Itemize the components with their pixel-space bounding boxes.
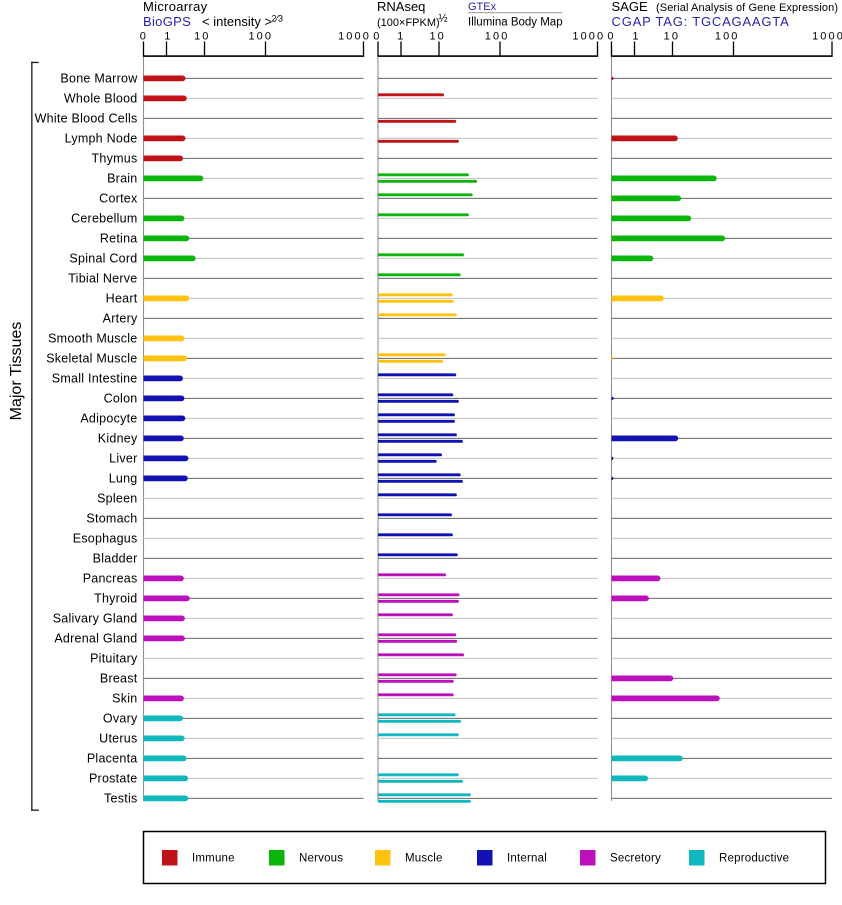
svg-text:Uterus: Uterus [99, 732, 137, 746]
svg-text:Spinal Cord: Spinal Cord [69, 252, 137, 266]
svg-text:100: 100 [715, 31, 740, 43]
svg-text:Pancreas: Pancreas [83, 572, 138, 586]
svg-text:RNAseq: RNAseq [377, 0, 425, 14]
svg-text:0: 0 [140, 31, 148, 43]
svg-text:Bladder: Bladder [93, 552, 138, 566]
svg-text:Lung: Lung [109, 472, 138, 486]
svg-text:Microarray: Microarray [143, 0, 208, 14]
svg-text:0: 0 [607, 31, 615, 43]
svg-text:Thymus: Thymus [92, 152, 138, 166]
svg-text:Spleen: Spleen [97, 492, 137, 506]
svg-text:1000: 1000 [338, 31, 371, 43]
svg-text:Tibial Nerve: Tibial Nerve [68, 272, 137, 286]
svg-text:CGAP TAG: TGCAGAAGTA: CGAP TAG: TGCAGAAGTA [612, 14, 790, 29]
svg-text:Nervous: Nervous [299, 853, 343, 865]
svg-text:10: 10 [194, 31, 210, 43]
svg-text:Adrenal Gland: Adrenal Gland [54, 632, 137, 646]
svg-text:Bone Marrow: Bone Marrow [60, 72, 138, 86]
svg-text:100: 100 [248, 31, 273, 43]
svg-text:2⁄3: 2⁄3 [272, 13, 284, 23]
svg-text:Secretory: Secretory [610, 853, 661, 865]
svg-text:Salivary Gland: Salivary Gland [53, 612, 138, 626]
svg-text:Whole Blood: Whole Blood [64, 92, 138, 106]
svg-text:(100×FPKM): (100×FPKM) [377, 17, 440, 29]
svg-text:Reproductive: Reproductive [719, 853, 789, 865]
svg-text:Cortex: Cortex [99, 192, 138, 206]
svg-text:Thyroid: Thyroid [94, 592, 137, 606]
svg-text:Major Tissues: Major Tissues [8, 322, 25, 421]
svg-text:Retina: Retina [100, 232, 138, 246]
svg-text:Immune: Immune [192, 853, 235, 865]
svg-text:100: 100 [485, 31, 510, 43]
svg-text:1: 1 [397, 31, 405, 43]
svg-text:Kidney: Kidney [98, 432, 138, 446]
svg-text:Prostate: Prostate [89, 772, 138, 786]
svg-text:Illumina Body Map: Illumina Body Map [468, 17, 563, 29]
svg-text:(Serial Analysis of Gene Expre: (Serial Analysis of Gene Expression) [656, 2, 838, 14]
svg-text:Internal: Internal [507, 853, 547, 865]
svg-text:Colon: Colon [104, 392, 138, 406]
svg-text:BioGPS: BioGPS [143, 14, 191, 29]
svg-text:10: 10 [429, 31, 445, 43]
svg-text:Brain: Brain [107, 172, 137, 186]
svg-text:1: 1 [632, 31, 640, 43]
svg-text:Pituitary: Pituitary [90, 652, 138, 666]
svg-text:< intensity >: < intensity > [202, 14, 272, 29]
svg-text:Skeletal Muscle: Skeletal Muscle [46, 352, 137, 366]
svg-text:Testis: Testis [104, 792, 137, 806]
svg-text:Esophagus: Esophagus [73, 532, 138, 546]
svg-text:Placenta: Placenta [87, 752, 138, 766]
svg-text:10: 10 [664, 31, 680, 43]
svg-text:Artery: Artery [103, 312, 138, 326]
svg-text:Cerebellum: Cerebellum [71, 212, 137, 226]
svg-text:White Blood Cells: White Blood Cells [35, 112, 138, 126]
svg-text:Small Intestine: Small Intestine [52, 372, 138, 386]
svg-text:Ovary: Ovary [103, 712, 138, 726]
svg-text:SAGE: SAGE [612, 0, 648, 14]
svg-text:Breast: Breast [100, 672, 138, 686]
svg-text:1000: 1000 [812, 31, 842, 43]
svg-text:½: ½ [439, 12, 448, 24]
svg-text:Muscle: Muscle [405, 853, 443, 865]
svg-text:Heart: Heart [106, 292, 138, 306]
svg-text:Lymph Node: Lymph Node [65, 132, 138, 146]
svg-text:1: 1 [164, 31, 172, 43]
svg-text:Adipocyte: Adipocyte [80, 412, 137, 426]
svg-text:GTEx: GTEx [468, 1, 497, 13]
svg-text:0: 0 [373, 31, 381, 43]
svg-text:Smooth Muscle: Smooth Muscle [48, 332, 137, 346]
svg-text:Liver: Liver [109, 452, 137, 466]
svg-text:Skin: Skin [112, 692, 137, 706]
svg-text:1000: 1000 [572, 31, 605, 43]
svg-text:Stomach: Stomach [86, 512, 137, 526]
